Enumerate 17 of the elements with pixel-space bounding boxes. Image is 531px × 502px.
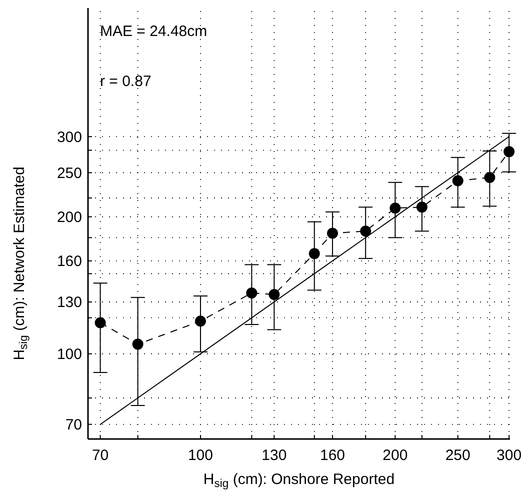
x-tick-label: 100 [188, 447, 213, 464]
y-tick-label: 250 [56, 164, 82, 182]
x-tick-label: 130 [262, 447, 287, 464]
y-tick-label: 160 [56, 253, 82, 270]
y-tick-label: 200 [56, 209, 82, 226]
y-tick-label: 70 [65, 416, 82, 434]
x-tick-label: 160 [320, 447, 346, 464]
x-tick-label: 250 [445, 447, 470, 464]
x-tick-label: 300 [496, 447, 522, 464]
y-tick-label: 100 [56, 346, 82, 364]
annotation: r = 0.87 [100, 73, 152, 90]
y-tick-label: 300 [56, 128, 82, 146]
x-tick-label: 200 [382, 447, 408, 464]
x-tick-label: 70 [92, 447, 109, 464]
y-tick-label: 130 [56, 294, 82, 312]
x-axis-title: H$_{sig}$ (cm): Onshore Reported [203, 471, 395, 490]
annotation: MAE = 24.48cm [100, 23, 208, 40]
